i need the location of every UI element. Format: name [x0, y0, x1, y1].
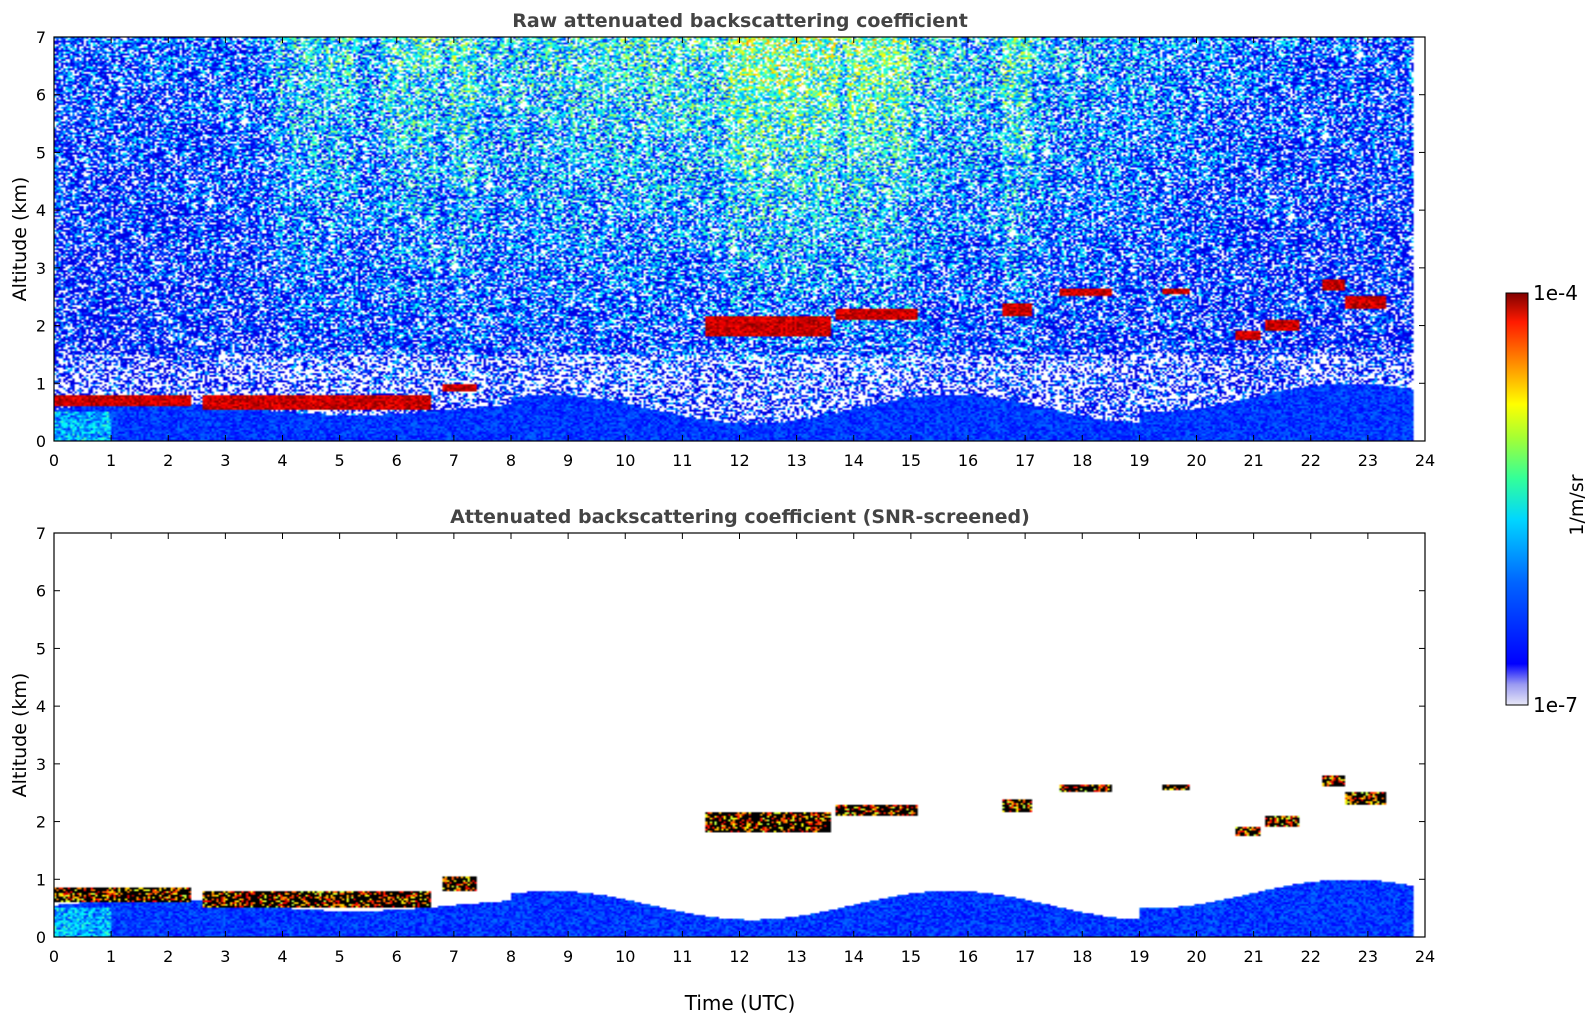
panel-raw: Raw attenuated backscattering coefficien… [9, 10, 1435, 470]
x-tick-label: 4 [277, 947, 287, 966]
x-tick-label: 23 [1358, 947, 1378, 966]
x-tick-label: 18 [1072, 451, 1092, 470]
y-tick-label: 2 [36, 813, 46, 832]
x-tick-label: 17 [1015, 451, 1035, 470]
x-tick-label: 12 [729, 451, 749, 470]
y-axis-label: Altitude (km) [9, 673, 31, 798]
x-tick-label: 2 [163, 451, 173, 470]
x-tick-label: 12 [729, 947, 749, 966]
x-tick-label: 16 [958, 947, 978, 966]
x-tick-label: 7 [449, 451, 459, 470]
x-tick-label: 15 [901, 947, 921, 966]
x-tick-label: 11 [672, 451, 692, 470]
x-tick-label: 21 [1243, 947, 1263, 966]
colorbar-label: 1/m/sr [1566, 474, 1588, 535]
y-tick-label: 6 [36, 86, 46, 105]
x-tick-label: 21 [1243, 451, 1263, 470]
panel-screened: Attenuated backscattering coefficient (S… [9, 506, 1435, 1015]
y-tick-label: 3 [36, 259, 46, 278]
x-tick-label: 0 [49, 947, 59, 966]
x-tick-label: 9 [563, 947, 573, 966]
colorbar-max-label: 1e-4 [1533, 281, 1578, 305]
x-tick-label: 5 [335, 451, 345, 470]
chart-title: Raw attenuated backscattering coefficien… [512, 10, 968, 32]
x-tick-label: 3 [220, 947, 230, 966]
x-tick-label: 13 [786, 947, 806, 966]
axes: 0 1 2 3 4 5 6 7 8 9 10 11 12 13 14 15 16 17 18 19 20 21 22 23 24… [36, 28, 1435, 470]
x-tick-label: 20 [1186, 947, 1206, 966]
y-axis-label: Altitude (km) [9, 177, 31, 302]
x-tick-label: 0 [49, 451, 59, 470]
axes: 0 1 2 3 4 5 6 7 8 9 10 11 12 13 14 15 16 17 18 19 20 21 22 23 24… [36, 524, 1435, 966]
x-tick-label: 15 [901, 451, 921, 470]
x-tick-label: 7 [449, 947, 459, 966]
x-tick-label: 6 [392, 451, 402, 470]
x-tick-label: 3 [220, 451, 230, 470]
colorbar-min-label: 1e-7 [1533, 693, 1578, 717]
x-tick-label: 1 [106, 451, 116, 470]
x-tick-label: 17 [1015, 947, 1035, 966]
chart-title: Attenuated backscattering coefficient (S… [450, 506, 1030, 528]
x-tick-label: 4 [277, 451, 287, 470]
heatmap-image [54, 533, 1425, 937]
x-tick-label: 10 [615, 947, 635, 966]
x-tick-label: 6 [392, 947, 402, 966]
y-tick-label: 3 [36, 755, 46, 774]
x-tick-label: 9 [563, 451, 573, 470]
y-tick-label: 6 [36, 582, 46, 601]
x-tick-label: 10 [615, 451, 635, 470]
y-tick-label: 7 [36, 524, 46, 543]
y-tick-label: 4 [36, 201, 46, 220]
colorbar: 1e-4 1e-7 1/m/sr [1505, 281, 1588, 717]
x-tick-label: 22 [1301, 947, 1321, 966]
y-tick-label: 2 [36, 317, 46, 336]
y-tick-label: 7 [36, 28, 46, 47]
y-tick-label: 1 [36, 374, 46, 393]
x-tick-label: 19 [1129, 947, 1149, 966]
x-tick-label: 14 [844, 947, 864, 966]
x-tick-label: 16 [958, 451, 978, 470]
x-axis-label: Time (UTC) [684, 991, 796, 1015]
x-tick-label: 11 [672, 947, 692, 966]
y-tick-label: 5 [36, 143, 46, 162]
x-tick-label: 1 [106, 947, 116, 966]
x-tick-label: 22 [1301, 451, 1321, 470]
x-tick-label: 2 [163, 947, 173, 966]
heatmap-image [54, 37, 1425, 441]
x-tick-label: 19 [1129, 451, 1149, 470]
x-tick-label: 5 [335, 947, 345, 966]
y-tick-label: 1 [36, 870, 46, 889]
x-tick-label: 8 [506, 451, 516, 470]
x-tick-label: 18 [1072, 947, 1092, 966]
y-tick-label: 0 [36, 928, 46, 947]
x-tick-label: 14 [844, 451, 864, 470]
x-tick-label: 13 [786, 451, 806, 470]
y-tick-label: 4 [36, 697, 46, 716]
colorbar-gradient [1505, 292, 1529, 706]
x-tick-label: 24 [1415, 451, 1435, 470]
x-tick-label: 24 [1415, 947, 1435, 966]
x-tick-label: 8 [506, 947, 516, 966]
x-tick-label: 20 [1186, 451, 1206, 470]
y-tick-label: 5 [36, 639, 46, 658]
x-tick-label: 23 [1358, 451, 1378, 470]
y-tick-label: 0 [36, 432, 46, 451]
